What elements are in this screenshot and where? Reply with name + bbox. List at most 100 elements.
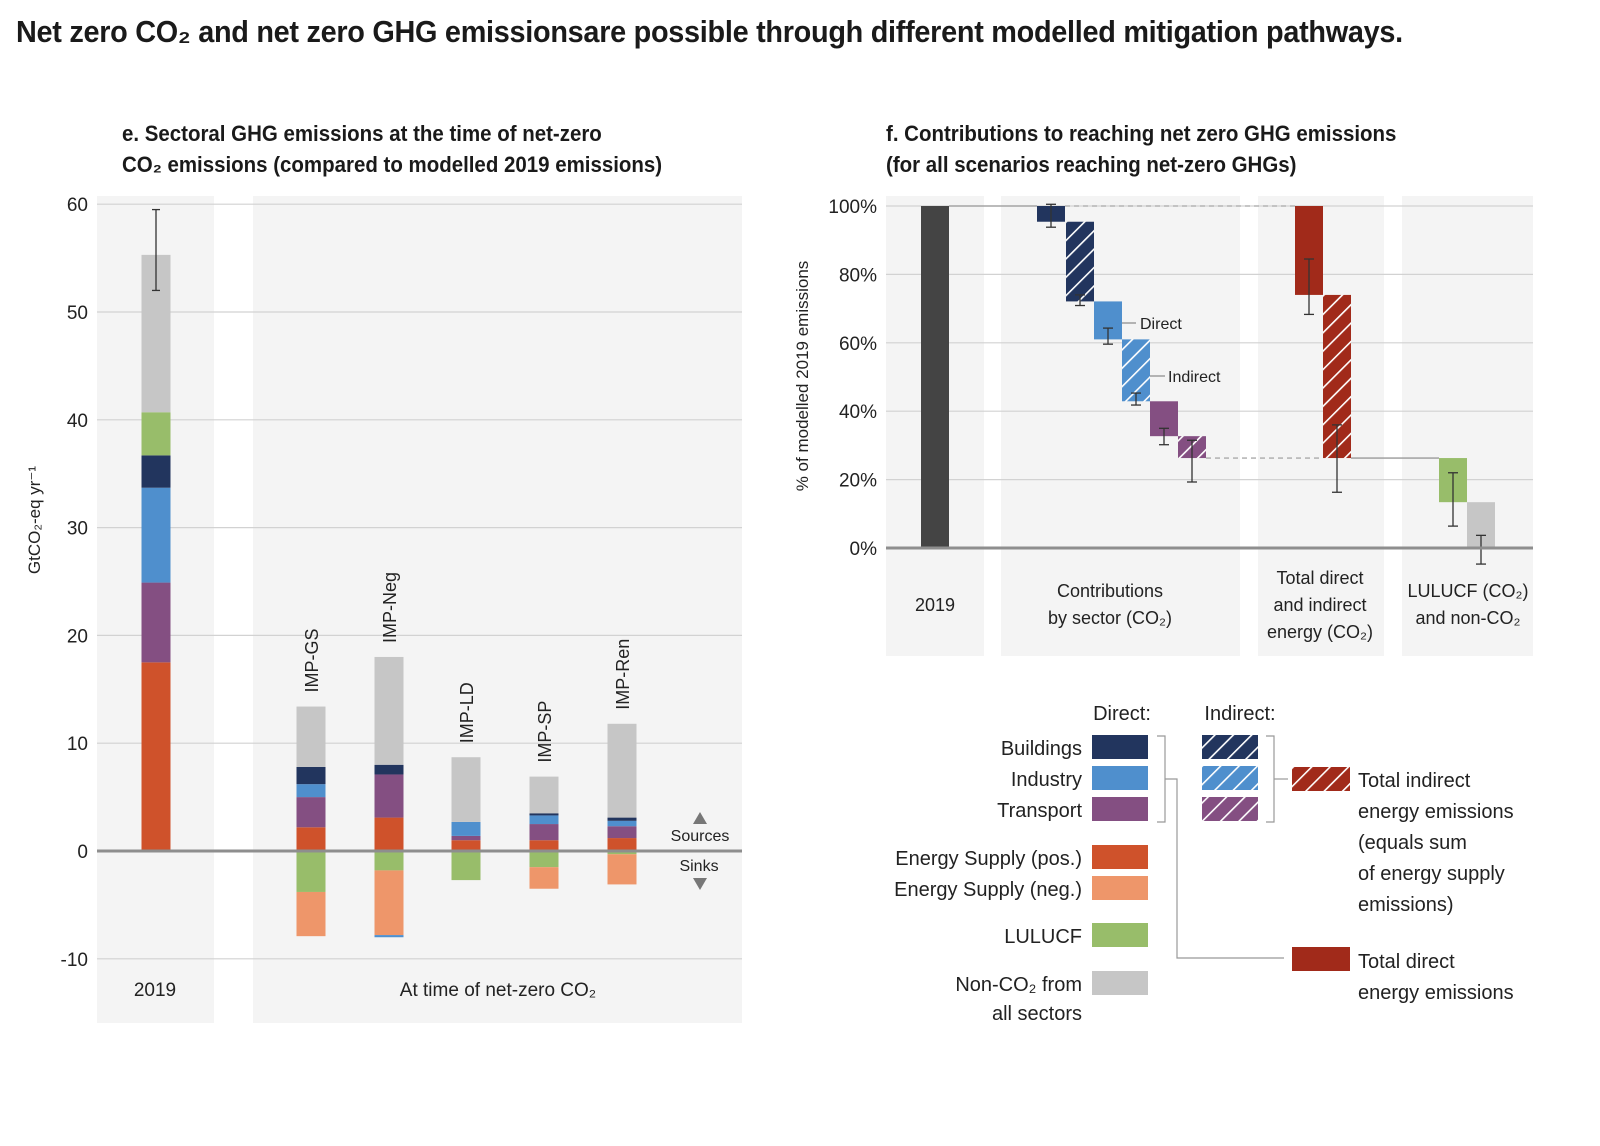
legend-label-nonco2-line2: all sectors xyxy=(992,1003,1082,1025)
bar-segment-imp-gs-buildings xyxy=(296,766,326,785)
panel-f-title-line2: (for all scenarios reaching net-zero GHG… xyxy=(886,152,1297,177)
waterfall-bar-industry-indirect xyxy=(1122,339,1150,402)
bar-segment-imp-ren-transport xyxy=(607,826,637,839)
bar-segment-imp-neg-industry xyxy=(374,935,404,938)
legend-swatch-direct-buildings xyxy=(1092,735,1148,759)
group-label: by sector (CO₂) xyxy=(1048,608,1172,628)
bar-segment-imp-gs-lulucf xyxy=(296,851,326,892)
panel-e-title: e. Sectoral GHG emissions at the time of… xyxy=(122,118,662,180)
bar-segment-imp-ren-energy_neg xyxy=(607,854,637,885)
bar-segment-imp-sp-lulucf xyxy=(529,851,559,868)
bar-segment-imp-gs-industry xyxy=(296,784,326,798)
bar-segment-imp-gs-energy_pos xyxy=(296,827,326,851)
legend-direct-header: Direct: xyxy=(1093,703,1151,725)
legend-swatch-energy_pos xyxy=(1092,845,1148,869)
waterfall-bar-2019 xyxy=(921,206,949,548)
y-axis-label: GtCO₂-eq yr⁻¹ xyxy=(25,466,44,574)
legend-swatch-direct-transport xyxy=(1092,797,1148,821)
bar-segment-imp-ren-lulucf xyxy=(607,851,637,855)
bar-segment-imp-sp-nonco2 xyxy=(529,776,559,814)
bar-segment-imp-sp-energy_neg xyxy=(529,867,559,889)
sources-label: Sources xyxy=(671,828,730,845)
legend-total-indirect-text: Total indirect xyxy=(1358,770,1471,792)
legend-label-lulucf: LULUCF xyxy=(1004,926,1082,948)
legend-label-industry: Industry xyxy=(1011,769,1082,791)
group-label: and non-CO₂ xyxy=(1415,608,1520,628)
panel-e-title-line1: e. Sectoral GHG emissions at the time of… xyxy=(122,121,602,146)
legend-total-indirect-text: emissions) xyxy=(1358,894,1454,916)
legend-label-buildings: Buildings xyxy=(1001,738,1082,760)
legend-swatch-direct-industry xyxy=(1092,766,1148,790)
legend-swatch-indirect-transport xyxy=(1202,797,1258,821)
y-tick-label: 30 xyxy=(67,519,88,540)
panel-band-3 xyxy=(1402,196,1533,656)
bar-segment-imp-ld-industry xyxy=(451,821,481,836)
bar-segment-imp-ren-energy_pos xyxy=(607,838,637,851)
legend-indirect-header: Indirect: xyxy=(1204,703,1275,725)
bar-segment-2019-lulucf xyxy=(141,412,171,456)
group-label: Total direct xyxy=(1276,568,1363,588)
y-tick-label: 10 xyxy=(67,734,88,755)
sinks-label: Sinks xyxy=(679,858,718,875)
scenario-label: IMP-Neg xyxy=(380,572,400,643)
y-tick-label: 60 xyxy=(67,195,88,216)
bar-segment-imp-neg-nonco2 xyxy=(374,656,404,765)
bar-segment-imp-neg-transport xyxy=(374,774,404,818)
legend-swatch-indirect-industry xyxy=(1202,766,1258,790)
panel-e-title-line2: CO₂ emissions (compared to modelled 2019… xyxy=(122,152,663,177)
bar-segment-imp-ren-industry xyxy=(607,820,637,827)
y-axis-label: % of modelled 2019 emissions xyxy=(793,261,812,492)
bar-segment-imp-ld-transport xyxy=(451,835,481,841)
legend-bracket-direct xyxy=(1157,735,1166,823)
legend-swatch-total-direct xyxy=(1292,947,1350,971)
annotation-direct: Direct xyxy=(1140,316,1182,333)
y-tick-label: 20 xyxy=(67,626,88,647)
bar-segment-imp-gs-transport xyxy=(296,797,326,828)
panel-band-1 xyxy=(1001,196,1240,656)
y-tick-label: 0 xyxy=(77,842,88,863)
scenario-label: IMP-SP xyxy=(535,701,555,763)
legend-bracket-indirect xyxy=(1266,735,1275,823)
group-label: 2019 xyxy=(915,595,955,615)
bar-segment-imp-sp-energy_pos xyxy=(529,840,559,851)
group-label: and indirect xyxy=(1273,595,1366,615)
panel-f-title-line1: f. Contributions to reaching net zero GH… xyxy=(886,121,1397,146)
panel-e-chart: -10 0 10 20 30 40 50 60 GtCO₂-eq yr⁻¹ IMP-GS IMP-N… xyxy=(25,195,742,1023)
legend-total-indirect-text: of energy supply xyxy=(1358,863,1505,885)
legend-label-energy_pos: Energy Supply (pos.) xyxy=(895,848,1082,870)
group-label-netzero: At time of net-zero CO₂ xyxy=(400,980,596,1001)
bar-segment-imp-ld-lulucf xyxy=(451,851,481,881)
legend-label-energy_neg: Energy Supply (neg.) xyxy=(894,879,1082,901)
bar-segment-imp-gs-energy_neg xyxy=(296,891,326,937)
bar-segment-2019-buildings xyxy=(141,455,171,488)
legend-label-transport: Transport xyxy=(997,800,1082,822)
y-tick-label: 60% xyxy=(839,334,877,355)
legend-total-indirect-text: energy emissions xyxy=(1358,801,1514,823)
legend-swatch-indirect-buildings xyxy=(1202,735,1258,759)
bar-segment-imp-neg-buildings xyxy=(374,764,404,775)
panel-band-scenarios xyxy=(253,196,742,1023)
bar-segment-imp-sp-transport xyxy=(529,824,559,841)
group-label-2019: 2019 xyxy=(134,980,176,1001)
y-tick-label: 20% xyxy=(839,471,877,492)
legend-swatch-energy_neg xyxy=(1092,876,1148,900)
y-tick-label: -10 xyxy=(61,950,88,971)
panel-f-title: f. Contributions to reaching net zero GH… xyxy=(886,118,1396,180)
up-arrow-icon xyxy=(693,812,707,824)
bar-segment-imp-ld-nonco2 xyxy=(451,757,481,822)
bar-segment-imp-neg-lulucf xyxy=(374,851,404,871)
bar-segment-2019-transport xyxy=(141,582,171,663)
y-tick-label: 40% xyxy=(839,402,877,423)
bar-segment-imp-ren-nonco2 xyxy=(607,723,637,818)
legend-swatch-total-indirect xyxy=(1292,767,1350,791)
bar-segment-imp-ld-energy_pos xyxy=(451,840,481,851)
y-tick-label: 80% xyxy=(839,265,877,286)
group-label: energy (CO₂) xyxy=(1267,622,1373,642)
legend: Direct: Indirect: Buildings Industry Transpo… xyxy=(894,703,1514,1025)
scenario-label: IMP-GS xyxy=(302,629,322,693)
bar-segment-2019-energy_pos xyxy=(141,662,171,851)
bar-segment-2019-industry xyxy=(141,487,171,583)
down-arrow-icon xyxy=(693,878,707,890)
group-label: LULUCF (CO₂) xyxy=(1408,581,1529,601)
